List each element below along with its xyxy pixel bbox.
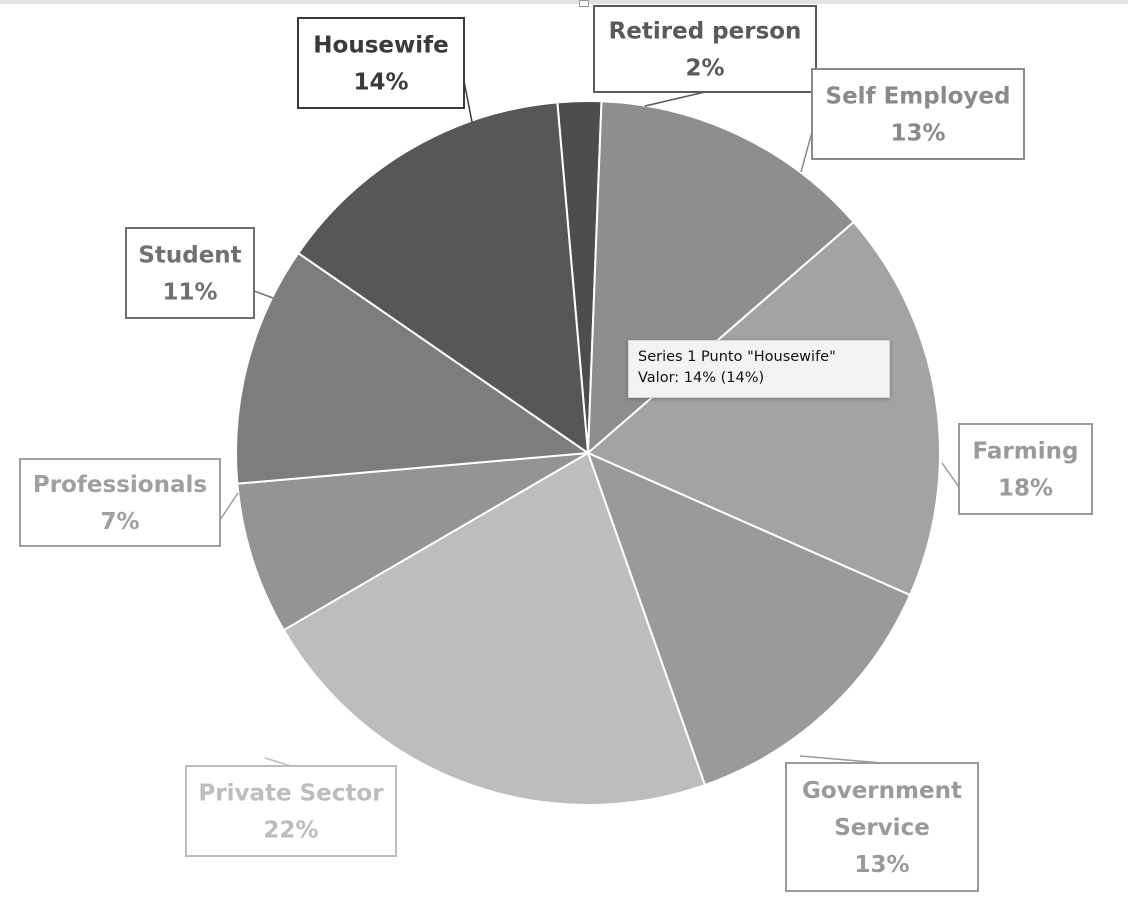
data-label-value: 18% [998, 476, 1053, 502]
callout-student: Student 11% [125, 227, 274, 319]
callout-leader-line [264, 757, 292, 767]
callout-box [811, 68, 1025, 160]
data-label-category: Retired person [609, 19, 802, 45]
resize-handle-icon[interactable] [579, 0, 589, 7]
data-label-category: Service [834, 815, 930, 841]
callout-box [958, 423, 1093, 515]
callout-farming: Farming 18% [941, 423, 1093, 515]
callout-box [297, 17, 465, 109]
pie-slice-student[interactable] [235, 251, 591, 485]
tooltip-value: Valor: 14% (14%) [638, 370, 765, 386]
tooltip-series-point: Series 1 Punto "Housewife" [638, 349, 836, 365]
data-label-value: 14% [353, 70, 408, 96]
callout-leader-line [799, 755, 883, 764]
callout-leader-line [800, 131, 813, 173]
data-label-value: 2% [685, 56, 724, 82]
callout-leader-line [463, 80, 473, 123]
callout-government-service: Government Service 13% [785, 755, 979, 892]
pie-slice-farming[interactable] [586, 220, 941, 597]
data-label-callouts: Retired person 2% Self Employed 13% Farming 1… [19, 5, 1093, 892]
pie-slice-government-service[interactable] [586, 451, 912, 787]
callout-box [19, 458, 221, 547]
pie-slices [235, 100, 941, 806]
data-label-category: Government [802, 778, 962, 804]
callout-housewife: Housewife 14% [297, 17, 473, 123]
data-label-value: 11% [162, 280, 217, 306]
callout-leader-line [219, 492, 239, 521]
pie-slice-professionals[interactable] [236, 452, 589, 632]
data-label-value: 22% [263, 818, 318, 844]
callout-retired-person: Retired person 2% [593, 5, 817, 107]
data-label-value: 13% [890, 121, 945, 147]
data-label-category: Student [138, 243, 241, 269]
callout-leader-line [253, 290, 274, 299]
data-label-category: Farming [973, 439, 1079, 465]
callout-box [785, 762, 979, 892]
data-label-value: 7% [100, 509, 139, 535]
data-label-category: Professionals [33, 472, 207, 498]
callout-leader-line [644, 91, 706, 107]
window-top-edge [0, 0, 1128, 4]
data-label-value: 13% [854, 852, 909, 878]
callout-self-employed: Self Employed 13% [800, 68, 1025, 173]
callout-box [125, 227, 255, 319]
callout-leader-line [941, 462, 960, 488]
data-label-category: Private Sector [198, 781, 384, 807]
callout-professionals: Professionals 7% [19, 458, 239, 547]
callout-private-sector: Private Sector 22% [185, 757, 397, 857]
data-label-category: Housewife [313, 33, 448, 59]
callout-box [593, 5, 817, 93]
hover-tooltip: Series 1 Punto "Housewife" Valor: 14% (1… [628, 340, 890, 398]
pie-slice-housewife[interactable] [296, 101, 590, 456]
callout-box [185, 765, 397, 857]
pie-slice-private-sector[interactable] [282, 451, 707, 806]
data-label-category: Self Employed [826, 84, 1011, 110]
